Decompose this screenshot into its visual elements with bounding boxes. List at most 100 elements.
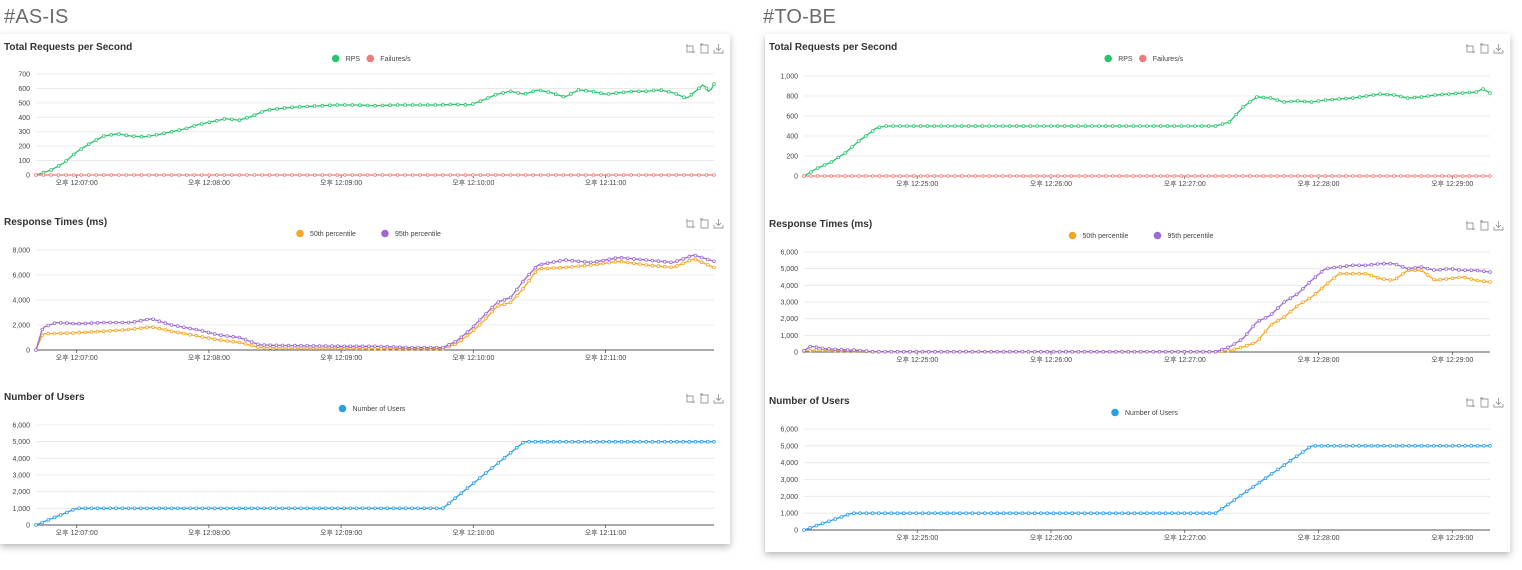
data-point: [1282, 174, 1286, 178]
data-point: [939, 124, 944, 128]
data-point: [802, 528, 806, 532]
restore-icon[interactable]: [700, 393, 709, 404]
data-point: [215, 118, 219, 123]
restore-icon[interactable]: [1480, 397, 1489, 408]
legend-item[interactable]: Number of Users: [1111, 408, 1178, 417]
data-point: [531, 173, 535, 177]
data-point: [687, 258, 692, 263]
data-point: [1049, 124, 1053, 128]
y-tick-label: 300: [18, 129, 30, 136]
data-point: [397, 506, 402, 511]
data-point: [675, 264, 679, 268]
data-point: [933, 511, 937, 516]
data-point: [1261, 174, 1266, 178]
data-point: [379, 344, 384, 349]
zoom-icon[interactable]: [686, 219, 695, 228]
y-tick-label: 2,000: [12, 489, 30, 496]
data-point: [1344, 443, 1349, 448]
data-point: [286, 506, 291, 511]
legend-item[interactable]: 50th percentile: [1068, 231, 1129, 240]
data-point: [286, 343, 291, 348]
series-line: [803, 445, 1490, 531]
data-point: [448, 173, 453, 177]
data-point: [1014, 349, 1018, 354]
legend-item[interactable]: 95th percentile: [381, 229, 441, 238]
zoom-icon[interactable]: [686, 44, 695, 53]
data-point: [1288, 309, 1293, 314]
data-point: [428, 345, 433, 350]
data-point: [932, 174, 937, 178]
zoom-icon[interactable]: [686, 394, 695, 403]
download-icon[interactable]: [713, 44, 724, 54]
data-point: [395, 173, 400, 177]
legend-item[interactable]: Failures/s: [1139, 54, 1184, 63]
data-point: [976, 349, 981, 354]
data-point: [829, 174, 834, 178]
legend-item[interactable]: Number of Users: [338, 404, 406, 413]
data-point: [1400, 443, 1405, 448]
download-icon[interactable]: [1493, 44, 1504, 54]
data-point: [704, 86, 709, 91]
download-icon[interactable]: [1493, 398, 1504, 408]
zoom-icon[interactable]: [1466, 44, 1475, 53]
legend-item[interactable]: 50th percentile: [296, 229, 356, 238]
data-point: [1207, 349, 1212, 354]
data-point: [177, 173, 181, 177]
data-point: [157, 326, 162, 331]
legend-item[interactable]: 95th percentile: [1153, 231, 1214, 240]
chart-2: Response Times (ms) 50th percentile 95th p…: [769, 219, 1504, 364]
data-point: [1226, 348, 1230, 353]
data-point: [342, 344, 347, 349]
download-icon[interactable]: [713, 394, 724, 404]
zoom-icon[interactable]: [1466, 398, 1475, 407]
data-point: [662, 264, 667, 269]
data-point: [456, 102, 460, 107]
data-point: [1488, 174, 1492, 178]
restore-icon[interactable]: [700, 43, 709, 54]
data-point: [222, 173, 227, 177]
download-icon-shape: [713, 219, 724, 229]
data-point: [1369, 443, 1374, 448]
download-icon[interactable]: [713, 219, 724, 229]
data-point: [669, 439, 673, 444]
data-point: [1405, 96, 1410, 100]
zoom-icon[interactable]: [1466, 221, 1475, 230]
data-point: [46, 331, 51, 336]
data-point: [1028, 124, 1033, 128]
legend-item[interactable]: RPS: [1104, 54, 1133, 63]
data-point: [373, 344, 377, 349]
data-point: [194, 333, 199, 338]
restore-icon[interactable]: [1480, 43, 1489, 54]
restore-icon[interactable]: [700, 218, 709, 229]
data-point: [870, 129, 875, 133]
download-icon[interactable]: [1493, 221, 1504, 231]
series-line: [35, 83, 715, 176]
data-point: [1344, 96, 1348, 101]
data-point: [1276, 318, 1280, 323]
data-point: [275, 107, 279, 111]
data-point: [200, 335, 205, 339]
data-point: [584, 173, 588, 177]
data-point: [533, 265, 538, 270]
data-point: [434, 345, 439, 350]
data-point: [1097, 174, 1101, 178]
data-point: [373, 103, 377, 108]
legend-item[interactable]: Failures/s: [366, 54, 412, 63]
legend-item[interactable]: RPS: [331, 54, 361, 63]
chart-title: Total Requests per Second: [4, 42, 132, 53]
data-point: [1263, 476, 1268, 481]
data-point: [1275, 98, 1280, 102]
data-point: [852, 511, 856, 516]
data-point: [169, 323, 174, 327]
legend-marker: [331, 54, 340, 63]
data-point: [877, 511, 881, 516]
data-point: [1438, 277, 1442, 282]
data-point: [1326, 443, 1330, 448]
x-tick-label: 오후 12:11:00: [585, 179, 627, 187]
data-point: [1398, 94, 1403, 99]
data-point: [490, 466, 494, 470]
data-point: [1433, 93, 1437, 97]
data-point: [1378, 92, 1382, 96]
download-icon-shape: [713, 394, 724, 404]
restore-icon[interactable]: [1480, 220, 1489, 231]
